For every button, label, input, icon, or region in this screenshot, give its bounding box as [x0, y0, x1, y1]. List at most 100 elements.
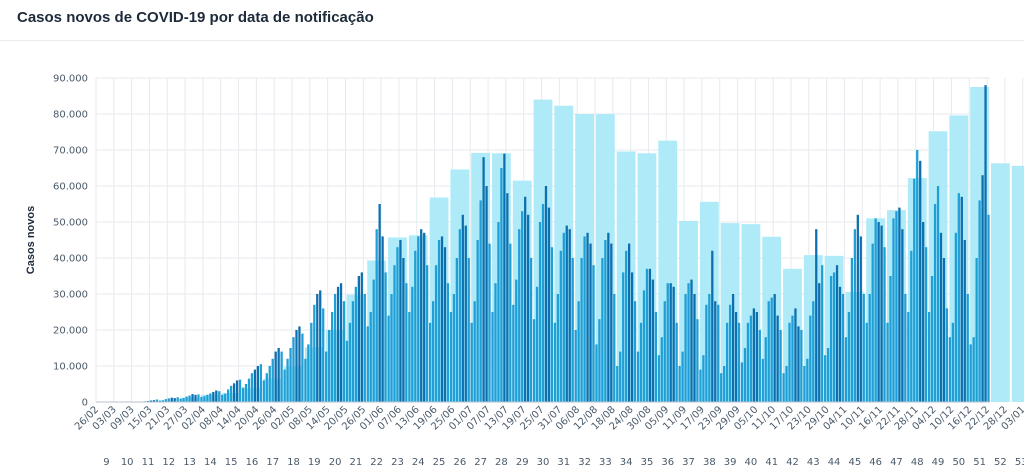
- daily-bar: [619, 351, 622, 402]
- header-divider: [0, 40, 1024, 41]
- week-tick-label: 27: [474, 457, 487, 468]
- daily-bar: [809, 315, 812, 402]
- daily-bar: [607, 232, 610, 402]
- daily-bar: [865, 322, 868, 402]
- daily-bar: [669, 283, 672, 402]
- daily-bar: [182, 398, 185, 402]
- daily-bar: [699, 369, 702, 402]
- daily-bar: [654, 312, 657, 402]
- daily-bar: [633, 301, 637, 402]
- week-tick-label: 28: [495, 457, 508, 468]
- daily-bar: [429, 322, 432, 402]
- daily-bar: [871, 243, 874, 402]
- daily-bar: [678, 366, 681, 402]
- daily-bar: [328, 330, 331, 402]
- daily-bar: [862, 294, 865, 402]
- week-tick-label: 45: [848, 457, 861, 468]
- daily-bar: [791, 315, 794, 402]
- daily-bar: [420, 229, 423, 402]
- daily-bar: [173, 398, 176, 402]
- daily-bar: [241, 387, 245, 402]
- daily-bar: [761, 358, 764, 402]
- daily-bar: [330, 312, 334, 402]
- daily-bar: [969, 344, 972, 402]
- week-tick-label: 40: [745, 457, 758, 468]
- week-tick-label: 25: [433, 457, 446, 468]
- daily-bar: [292, 337, 295, 402]
- daily-bar: [333, 294, 337, 402]
- daily-bar: [443, 247, 447, 402]
- chart-title: Casos novos de COVID-19 por data de noti…: [17, 9, 374, 26]
- daily-bar: [325, 351, 328, 402]
- daily-bar: [215, 390, 218, 402]
- daily-bar: [821, 265, 824, 402]
- daily-bar: [482, 157, 485, 402]
- daily-bar: [446, 283, 450, 402]
- daily-bar: [904, 294, 907, 402]
- daily-bar: [696, 319, 699, 402]
- daily-bar: [916, 150, 919, 402]
- daily-bar: [476, 240, 479, 402]
- daily-bar: [743, 348, 747, 402]
- daily-bar: [598, 319, 601, 402]
- week-tick-label: 43: [807, 457, 820, 468]
- daily-bar: [550, 247, 554, 402]
- y-tick-label: 20.000: [53, 326, 88, 337]
- daily-bar: [387, 315, 390, 402]
- daily-bar: [366, 326, 369, 402]
- weekly-bar: [741, 224, 761, 402]
- week-tick-label: 24: [412, 457, 425, 468]
- daily-bar: [176, 397, 179, 402]
- daily-bar: [310, 322, 313, 402]
- week-tick-label: 18: [287, 457, 300, 468]
- daily-bar: [256, 366, 260, 402]
- daily-bar: [179, 398, 182, 402]
- daily-bar: [752, 308, 756, 402]
- daily-bar: [627, 243, 631, 402]
- daily-bar: [449, 312, 453, 402]
- daily-bar: [253, 369, 257, 402]
- daily-bar: [758, 330, 761, 402]
- daily-bar: [232, 383, 236, 402]
- daily-bar: [850, 258, 854, 402]
- daily-bar: [381, 236, 384, 402]
- daily-bar: [259, 364, 262, 402]
- daily-bar: [200, 396, 203, 402]
- daily-bar: [859, 236, 862, 402]
- daily-bar: [360, 272, 363, 402]
- daily-bar: [853, 229, 856, 402]
- daily-bar: [262, 380, 265, 402]
- daily-bar: [939, 232, 943, 402]
- daily-bar: [512, 304, 515, 402]
- week-tick-label: 44: [828, 457, 841, 468]
- daily-bar: [384, 272, 387, 402]
- daily-bar: [693, 294, 696, 402]
- week-tick-label: 34: [620, 457, 633, 468]
- daily-bar: [764, 337, 767, 402]
- daily-bar: [740, 362, 744, 402]
- daily-bar: [488, 243, 491, 402]
- week-tick-label: 39: [724, 457, 737, 468]
- daily-bar: [930, 276, 934, 402]
- daily-bar: [532, 319, 536, 402]
- daily-bar: [705, 304, 708, 402]
- daily-bar: [221, 394, 224, 402]
- daily-bar: [948, 337, 952, 402]
- daily-bar: [289, 348, 292, 402]
- daily-bar: [963, 240, 966, 402]
- daily-bar: [734, 312, 738, 402]
- daily-bar: [898, 207, 901, 402]
- chart-header: Casos novos de COVID-19 por data de noti…: [0, 0, 1024, 40]
- daily-bar: [601, 258, 604, 402]
- daily-bar: [945, 308, 949, 402]
- daily-bar: [363, 294, 366, 402]
- week-tick-label: 15: [225, 457, 238, 468]
- daily-bar: [901, 229, 904, 402]
- daily-bar: [250, 373, 254, 402]
- week-tick-label: 48: [911, 457, 924, 468]
- daily-bar: [711, 250, 714, 402]
- daily-bar: [191, 394, 194, 402]
- week-tick-label: 26: [453, 457, 466, 468]
- daily-bar: [515, 279, 518, 402]
- daily-bar: [452, 294, 456, 402]
